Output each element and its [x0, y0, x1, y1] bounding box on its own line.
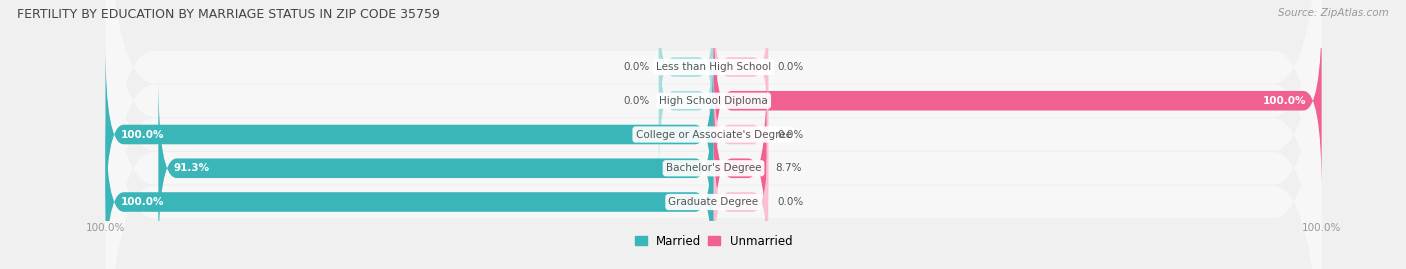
- FancyBboxPatch shape: [713, 77, 766, 260]
- FancyBboxPatch shape: [105, 0, 1322, 269]
- Text: 91.3%: 91.3%: [173, 163, 209, 173]
- Text: 0.0%: 0.0%: [623, 62, 650, 72]
- Text: 0.0%: 0.0%: [778, 197, 804, 207]
- FancyBboxPatch shape: [159, 77, 713, 260]
- FancyBboxPatch shape: [713, 60, 768, 209]
- Text: Source: ZipAtlas.com: Source: ZipAtlas.com: [1278, 8, 1389, 18]
- Text: 0.0%: 0.0%: [778, 62, 804, 72]
- FancyBboxPatch shape: [105, 0, 1322, 269]
- Text: Bachelor's Degree: Bachelor's Degree: [666, 163, 761, 173]
- FancyBboxPatch shape: [105, 0, 1322, 269]
- Text: FERTILITY BY EDUCATION BY MARRIAGE STATUS IN ZIP CODE 35759: FERTILITY BY EDUCATION BY MARRIAGE STATU…: [17, 8, 440, 21]
- FancyBboxPatch shape: [713, 9, 1322, 192]
- Text: 8.7%: 8.7%: [776, 163, 801, 173]
- FancyBboxPatch shape: [105, 0, 1322, 269]
- Text: Graduate Degree: Graduate Degree: [668, 197, 759, 207]
- Text: Less than High School: Less than High School: [657, 62, 770, 72]
- Text: 0.0%: 0.0%: [623, 96, 650, 106]
- Legend: Married, Unmarried: Married, Unmarried: [630, 230, 797, 253]
- FancyBboxPatch shape: [713, 0, 768, 141]
- FancyBboxPatch shape: [713, 128, 768, 269]
- FancyBboxPatch shape: [105, 43, 713, 226]
- FancyBboxPatch shape: [659, 26, 713, 175]
- Text: 100.0%: 100.0%: [1263, 96, 1306, 106]
- FancyBboxPatch shape: [105, 0, 1322, 269]
- Text: 100.0%: 100.0%: [121, 129, 165, 140]
- Text: High School Diploma: High School Diploma: [659, 96, 768, 106]
- FancyBboxPatch shape: [105, 111, 713, 269]
- Text: 0.0%: 0.0%: [778, 129, 804, 140]
- Text: College or Associate's Degree: College or Associate's Degree: [636, 129, 792, 140]
- FancyBboxPatch shape: [659, 0, 713, 141]
- Text: 100.0%: 100.0%: [121, 197, 165, 207]
